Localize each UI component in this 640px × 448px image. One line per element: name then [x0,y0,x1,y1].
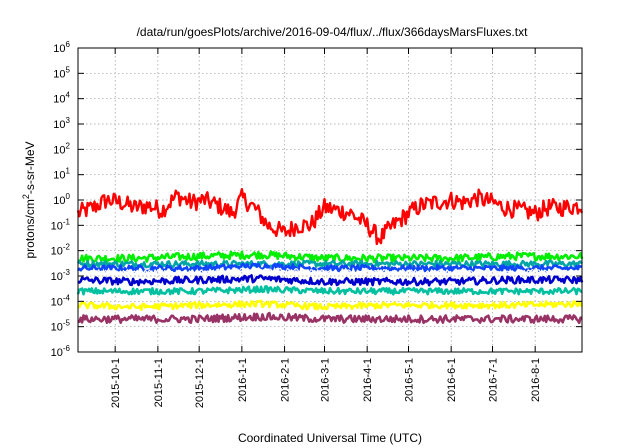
x-tick-label: 2016-3-1 [319,358,331,402]
series-line-7 [76,285,583,296]
x-axis-ticks: 2015-10-1 2015-11-1 2015-12-1 2016-1-1 2016-… [110,48,542,408]
y-tick-label: 10-6 [51,344,71,359]
x-tick-label: 2016-5-1 [403,358,415,402]
y-tick-label: 10-2 [51,243,71,258]
y-tick-label: 10-4 [51,293,71,308]
y-tick-label: 10-1 [51,217,71,232]
series-line-4 [76,262,582,273]
x-tick-label: 2016-4-1 [362,358,374,402]
series-line-3 [76,259,584,269]
y-tick-label: 10-5 [51,319,71,334]
x-tick-label: 2016-2-1 [280,358,292,402]
y-axis-ticks: 10-6 10-5 10-4 10-3 10-2 10-1 100 101 102 103 104 1… [51,40,582,359]
x-tick-label: 2016-6-1 [446,358,458,402]
series-line-9 [77,311,582,325]
series-line-5 [77,267,583,275]
x-tick-label: 2015-12-1 [194,358,206,408]
y-tick-label: 102 [53,141,70,156]
y-tick-label: 103 [53,116,70,131]
y-tick-label: 100 [53,192,70,207]
y-tick-label: 106 [53,40,70,55]
y-tick-label: 104 [53,91,70,106]
series-line-6 [77,274,584,287]
x-axis-label: Coordinated Universal Time (UTC) [238,431,422,445]
series-line-2 [77,250,584,264]
y-tick-label: 10-3 [51,268,71,283]
x-tick-label: 2015-11-1 [153,358,165,407]
x-tick-label: 2016-1-1 [237,358,249,402]
y-tick-label: 101 [53,167,70,182]
series-line-1 [76,188,584,246]
y-tick-label: 105 [53,65,70,80]
y-axis-label: protons/cm2-s-sr-MeV [21,141,37,258]
series-group [76,188,584,325]
x-tick-label: 2015-10-1 [110,358,122,408]
x-tick-label: 2016-8-1 [530,358,542,402]
series-line-8 [77,299,584,311]
chart-title: /data/run/goesPlots/archive/2016-09-04/f… [137,25,529,39]
x-tick-label: 2016-7-1 [487,358,499,402]
